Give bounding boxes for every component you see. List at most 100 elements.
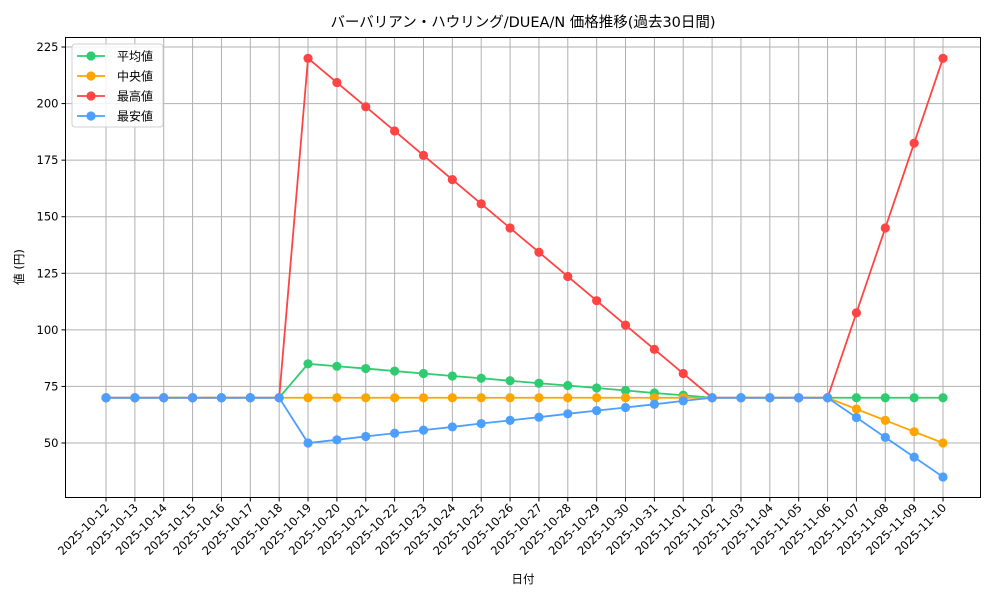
legend-item: 最高値	[77, 89, 153, 104]
data-point-marker	[447, 371, 457, 381]
data-point-marker	[563, 380, 573, 391]
data-point-marker	[851, 308, 862, 318]
legend-marker-icon	[86, 51, 96, 61]
data-point-marker	[649, 399, 659, 409]
data-point-marker	[909, 452, 919, 462]
data-point-marker	[476, 373, 486, 383]
data-point-marker	[649, 344, 659, 354]
legend-item: 中央値	[77, 69, 153, 84]
series-layer	[101, 53, 948, 482]
series-0	[101, 359, 948, 403]
data-point-marker	[620, 393, 631, 403]
series-1	[101, 393, 948, 448]
legend-label: 最高値	[117, 89, 153, 104]
legend-marker-icon	[86, 91, 96, 101]
grid-lines	[65, 37, 981, 498]
data-point-marker	[418, 150, 429, 160]
y-tick-label: 75	[44, 379, 59, 393]
data-point-marker	[592, 383, 602, 393]
legend-label: 平均値	[117, 49, 153, 64]
data-point-marker	[303, 438, 313, 448]
y-tick-label: 175	[37, 153, 59, 167]
plot-area-frame	[65, 37, 981, 498]
data-point-marker	[880, 393, 890, 403]
series-2	[101, 53, 948, 403]
y-tick-label: 100	[37, 323, 59, 337]
data-point-marker	[130, 393, 140, 403]
data-point-marker	[563, 409, 573, 419]
data-point-marker	[303, 359, 313, 369]
data-point-marker	[563, 393, 573, 403]
data-point-marker	[303, 393, 313, 403]
legend-marker-icon	[86, 111, 96, 121]
data-point-marker	[159, 393, 169, 403]
data-point-marker	[390, 366, 400, 376]
data-point-marker	[303, 53, 313, 63]
data-point-marker	[620, 402, 631, 413]
data-point-marker	[505, 376, 515, 386]
data-point-marker	[851, 412, 862, 423]
legend-item: 最安値	[77, 109, 153, 124]
data-point-marker	[592, 406, 602, 416]
data-point-marker	[592, 296, 602, 306]
data-point-marker	[216, 393, 227, 403]
y-axis: 50 75 100 125 150 175 200 225	[37, 40, 66, 450]
legend-box	[71, 43, 164, 128]
x-axis: 2025-10-122025-10-132025-10-142025-10-15…	[55, 497, 949, 558]
data-point-marker	[534, 247, 544, 257]
data-point-marker	[880, 432, 890, 442]
data-point-marker	[361, 393, 371, 403]
y-tick-label: 125	[37, 266, 59, 280]
data-point-marker	[390, 393, 400, 403]
data-point-marker	[707, 393, 717, 403]
data-point-marker	[447, 422, 457, 432]
series-3	[101, 393, 948, 482]
data-point-marker	[505, 223, 515, 233]
data-point-marker	[678, 396, 688, 406]
data-point-marker	[332, 393, 342, 403]
data-point-marker	[909, 138, 919, 148]
data-point-marker	[332, 361, 342, 371]
data-point-marker	[476, 393, 486, 403]
data-point-marker	[938, 393, 948, 403]
data-point-marker	[563, 271, 573, 282]
legend-marker-icon	[86, 71, 96, 81]
chart-title: バーバリアン・ハウリング/DUEA/N 価格推移(過去30日間)	[330, 14, 715, 31]
data-point-marker	[101, 393, 111, 403]
data-point-marker	[534, 412, 544, 422]
data-point-marker	[418, 368, 429, 379]
data-point-marker	[361, 431, 371, 442]
data-point-marker	[938, 53, 948, 63]
data-point-marker	[390, 428, 400, 438]
data-point-marker	[361, 102, 371, 112]
data-point-marker	[534, 378, 544, 388]
x-axis-label: 日付	[512, 572, 535, 586]
data-point-marker	[794, 393, 804, 403]
data-point-marker	[649, 393, 659, 403]
data-point-marker	[418, 425, 429, 435]
data-point-marker	[822, 393, 833, 403]
series-line	[106, 362, 943, 399]
series-line	[106, 396, 944, 478]
data-point-marker	[447, 175, 457, 185]
data-point-marker	[332, 77, 342, 88]
data-point-marker	[851, 393, 862, 403]
y-tick-label: 225	[37, 40, 59, 54]
y-tick-label: 200	[37, 97, 59, 111]
data-point-marker	[476, 199, 486, 209]
data-point-marker	[938, 438, 948, 448]
series-line	[106, 396, 944, 444]
data-point-marker	[620, 320, 631, 330]
data-point-marker	[245, 393, 255, 403]
data-point-marker	[765, 393, 775, 403]
data-point-marker	[505, 393, 515, 403]
legend-label: 最安値	[117, 109, 153, 124]
series-line	[106, 56, 944, 399]
data-point-marker	[851, 404, 862, 414]
data-point-marker	[505, 415, 515, 425]
data-point-marker	[880, 223, 890, 233]
legend-item: 平均値	[77, 49, 153, 64]
data-point-marker	[187, 393, 198, 403]
